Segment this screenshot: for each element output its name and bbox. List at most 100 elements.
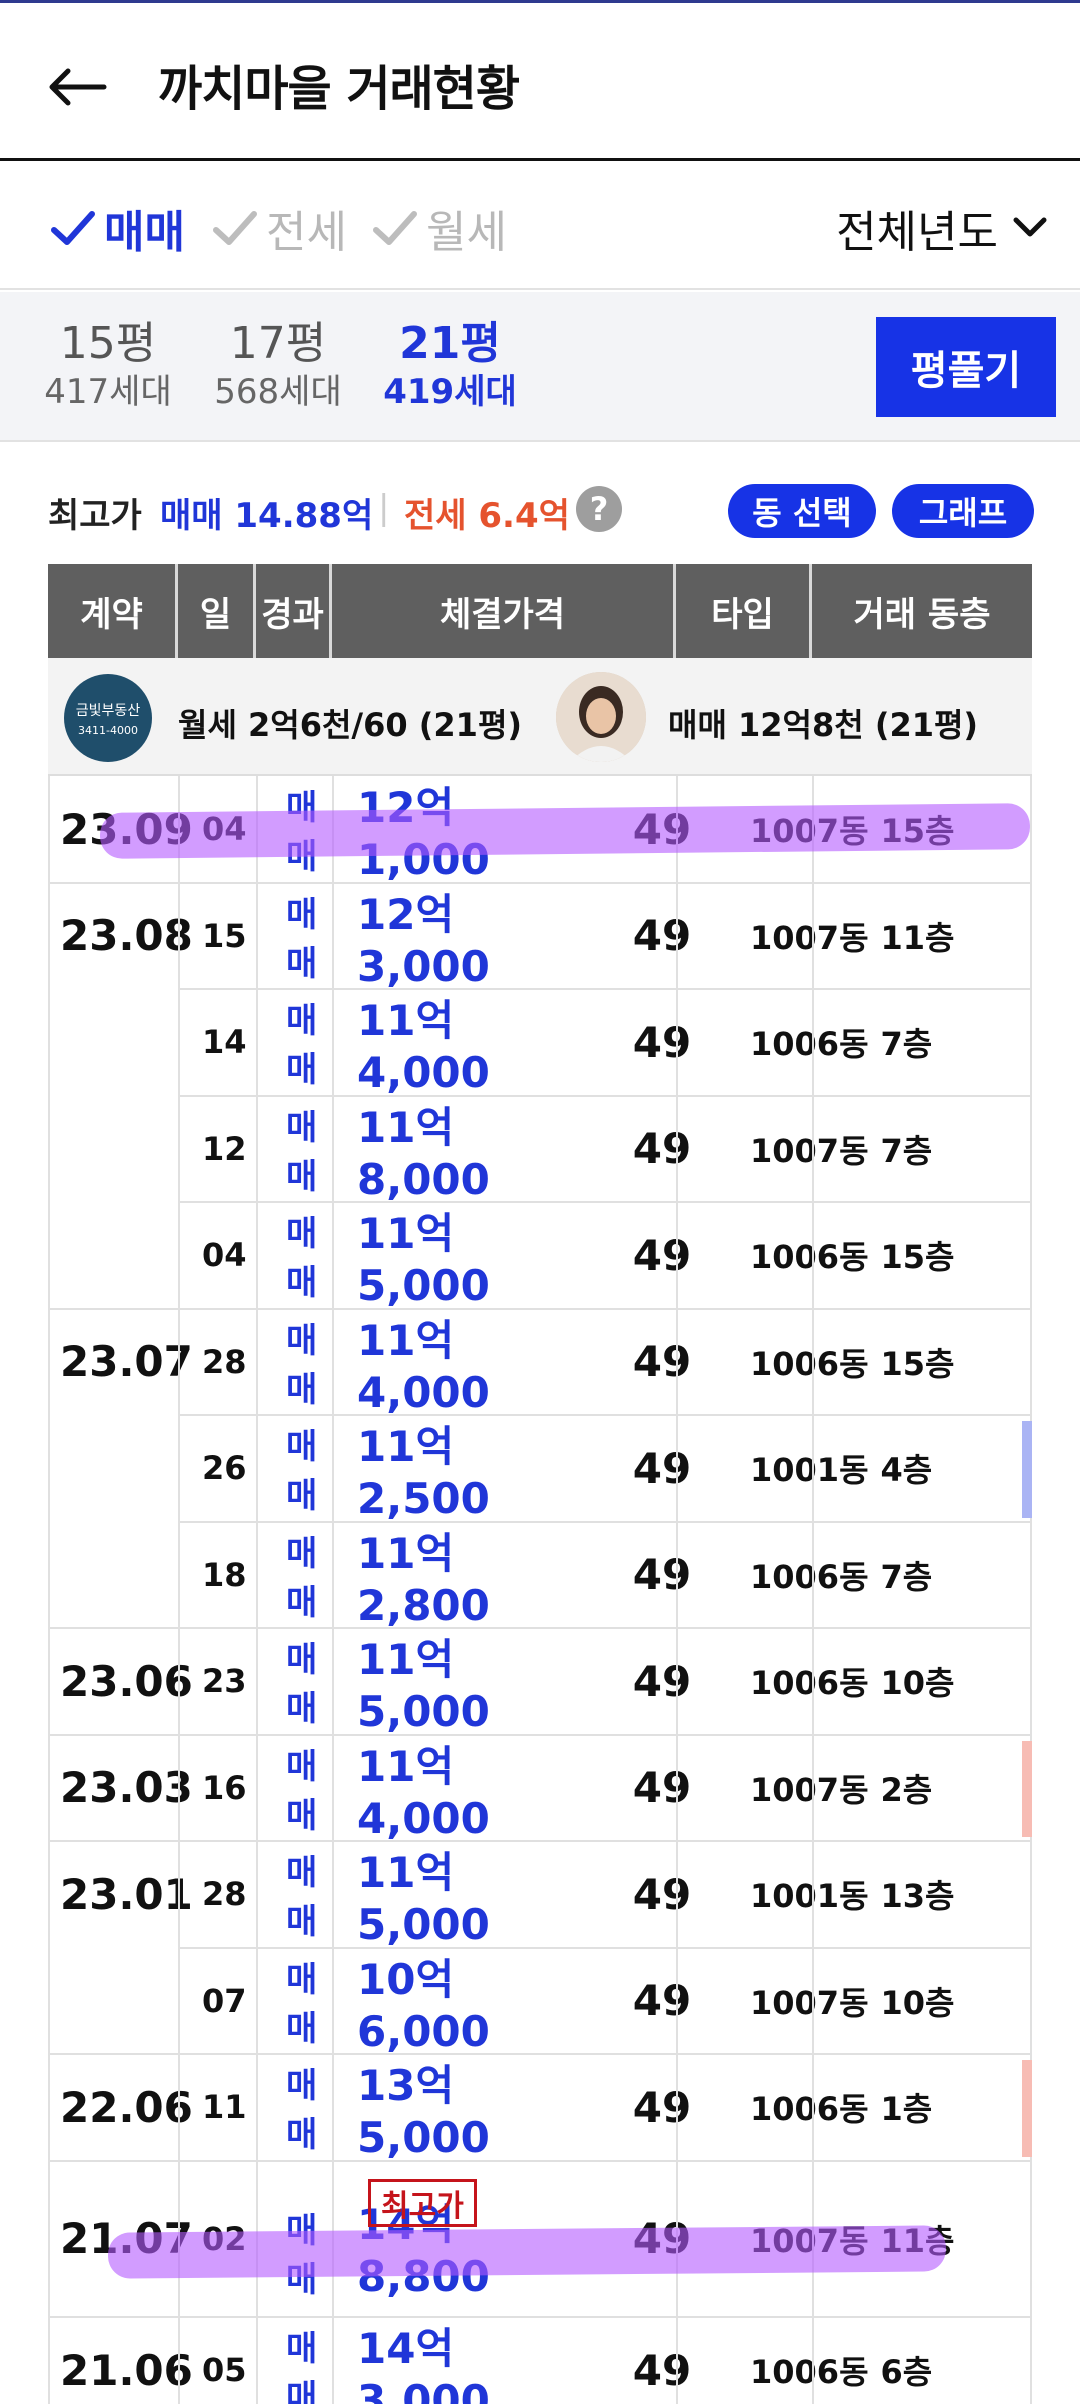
- page-title: 까치마을 거래현황: [158, 61, 520, 117]
- table-row[interactable]: 22.06 11 매매 13억 5,000 49 1006동 1층: [48, 2054, 1032, 2162]
- agent-listing-wolse: 월세 2억6천/60 (21평): [178, 706, 523, 744]
- agent-logo-phone: 3411-4000: [78, 723, 138, 737]
- contract-day: 14: [202, 1023, 247, 1062]
- size-tab-15[interactable]: 15평 417세대: [38, 318, 178, 414]
- table-row[interactable]: 14 매매 11억 4,000 49 1006동 7층: [48, 989, 1032, 1097]
- filter-sale-label: 매매: [104, 207, 185, 258]
- dong-floor: 1007동 11층: [738, 883, 1032, 990]
- table-row[interactable]: 18 매매 11억 2,800 49 1006동 7층: [48, 1522, 1032, 1630]
- table-row[interactable]: 23.06 23 매매 11억 5,000 49 1006동 10층: [48, 1628, 1032, 1736]
- deal-kind: 매매: [286, 1959, 318, 2049]
- size-tab-21[interactable]: 21평 419세대: [380, 318, 520, 414]
- row-divider: [48, 1733, 1032, 1736]
- floor: 7층: [880, 1025, 933, 1064]
- deal-kind: 매매: [286, 2066, 318, 2156]
- table-row[interactable]: 23.08 15 매매 12억 3,000 49 1007동 11층: [48, 883, 1032, 991]
- table-row[interactable]: 26 매매 11억 2,500 49 1001동 4층: [48, 1415, 1032, 1524]
- table-row[interactable]: 04 매매 11억 5,000 49 1006동 15층: [48, 1202, 1032, 1310]
- highlight-stroke: [99, 803, 1031, 859]
- back-button[interactable]: [38, 47, 118, 127]
- graph-button[interactable]: 그래프: [892, 484, 1034, 538]
- deal-kind: 매매: [286, 1214, 318, 1304]
- dong: 1007동: [750, 1770, 869, 1809]
- contract-month: 23.07: [60, 1337, 193, 1387]
- dong-floor: 1006동 1층: [738, 2054, 1032, 2161]
- floor: 7층: [880, 1131, 933, 1170]
- row-divider: [48, 2316, 1032, 2318]
- dong: 1006동: [750, 2353, 869, 2392]
- size-tab-pyeong: 17평: [229, 318, 327, 369]
- filter-jeonse[interactable]: 전세: [212, 200, 347, 258]
- agent-ad-row[interactable]: 금빛부동산 3411-4000 월세 2억6천/60 (21평) 매매 12억8…: [48, 658, 1032, 776]
- deal-amount: 10억 6,000: [357, 1954, 490, 2056]
- pyeong-unfold-button[interactable]: 평풀기: [876, 317, 1056, 417]
- table-row[interactable]: 12 매매 11억 8,000 49 1007동 7층: [48, 1096, 1032, 1204]
- contract-day: 16: [202, 1768, 247, 1807]
- dong-floor: 1006동 7층: [738, 989, 1032, 1096]
- highlight-stroke: [107, 2224, 947, 2279]
- deal-kind: 매매: [286, 894, 318, 984]
- deal-amount: 11억 4,000: [357, 1315, 490, 1417]
- deal-amount: 11억 2,500: [357, 1422, 490, 1524]
- col-contract: 계약: [48, 564, 178, 658]
- grid-line: [48, 776, 50, 2404]
- contract-month: [48, 1096, 182, 1203]
- filter-sale[interactable]: 매매: [50, 200, 185, 258]
- table-row[interactable]: 23.03 16 매매 11억 4,000 49 1007동 2층: [48, 1735, 1032, 1843]
- grid-line: [332, 776, 334, 2404]
- deal-price: 매매 11억 8,000: [262, 1096, 580, 1204]
- unit-type: 49: [632, 2345, 692, 2395]
- contract-month: 21.06: [60, 2345, 193, 2395]
- check-icon: [213, 211, 257, 245]
- deal-price: 매매 11억 2,500: [262, 1415, 580, 1524]
- deal-price: 매매 11억 4,000: [262, 1735, 580, 1843]
- col-day: 일: [178, 564, 256, 658]
- dong-select-button[interactable]: 동 선택: [728, 484, 876, 538]
- dong-floor: 1006동 15층: [738, 1202, 1032, 1309]
- dong-floor: 1006동 10층: [738, 1628, 1032, 1735]
- floor: 6층: [880, 2353, 933, 2392]
- agent-listing-sale: 매매 12억8천 (21평): [668, 706, 979, 744]
- contract-day: 28: [202, 1875, 247, 1914]
- unit-type: 49: [632, 1017, 692, 1067]
- contract-day: 23: [202, 1662, 247, 1701]
- chevron-down-icon: [1013, 217, 1047, 237]
- deal-price: 매매 11억 2,800: [262, 1522, 580, 1630]
- contract-day: 15: [202, 916, 247, 955]
- dong-floor: 1007동 2층: [738, 1735, 1032, 1842]
- table-row[interactable]: 21.06 05 매매 14억 3,000 49 1006동 6층: [48, 2317, 1032, 2404]
- dong: 1007동: [750, 1131, 869, 1170]
- table-row[interactable]: 23.01 28 매매 11억 5,000 49 1001동 13층: [48, 1841, 1032, 1949]
- deal-price: 매매 11억 5,000: [262, 1841, 580, 1949]
- col-elapsed: 경과: [256, 564, 332, 658]
- unit-type: 49: [632, 911, 692, 961]
- row-marker: [1022, 1421, 1032, 1518]
- dong: 1001동: [750, 1451, 869, 1490]
- row-divider: [178, 988, 1032, 990]
- contract-day: 04: [202, 1236, 247, 1275]
- deal-kind: 매매: [286, 2329, 318, 2404]
- help-icon[interactable]: ?: [576, 486, 622, 532]
- row-divider: [48, 1627, 1032, 1629]
- deal-price: 매매 13억 5,000: [262, 2054, 580, 2162]
- year-select[interactable]: 전체년도: [836, 200, 1048, 258]
- deal-price: 매매 11억 4,000: [262, 1309, 580, 1417]
- dong: 1006동: [750, 1557, 869, 1596]
- deal-kind: 매매: [286, 1001, 318, 1091]
- size-tabs: 15평 417세대 17평 568세대 21평 419세대 평풀기: [0, 292, 1080, 442]
- size-tab-households: 568세대: [214, 372, 342, 412]
- grid-line: [1030, 776, 1032, 2404]
- table-row[interactable]: 23.07 28 매매 11억 4,000 49 1006동 15층: [48, 1309, 1032, 1417]
- deal-price: 매매 11억 4,000: [262, 989, 580, 1097]
- floor: 10층: [880, 1983, 955, 2022]
- row-divider: [48, 2159, 1032, 2162]
- floor: 15층: [880, 1238, 955, 1277]
- table-row[interactable]: 07 매매 10억 6,000 49 1007동 10층: [48, 1948, 1032, 2056]
- dong-floor: 1001동 4층: [738, 1415, 1032, 1522]
- row-divider: [178, 1520, 1032, 1523]
- size-tab-17[interactable]: 17평 568세대: [208, 318, 348, 414]
- contract-month: [48, 989, 182, 1096]
- grid-line: [812, 776, 814, 2404]
- grid-line: [256, 776, 258, 2404]
- filter-wolse[interactable]: 월세: [372, 200, 507, 258]
